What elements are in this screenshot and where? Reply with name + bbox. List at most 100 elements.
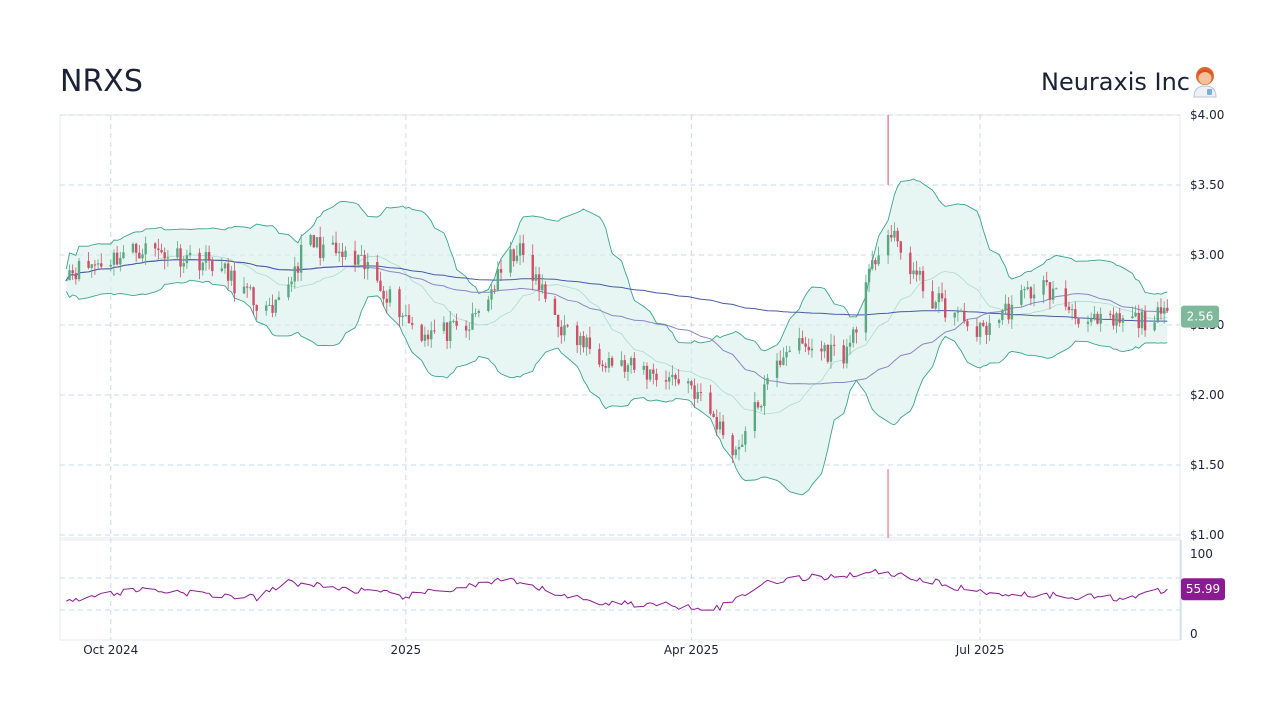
candle: [709, 384, 712, 416]
candle-body: [1004, 303, 1007, 311]
candle: [198, 248, 201, 280]
candle-body: [163, 252, 166, 259]
candle-body: [982, 322, 985, 326]
candle-body: [309, 235, 312, 245]
candle-body: [207, 252, 211, 261]
candle: [93, 259, 97, 275]
candle: [896, 227, 899, 248]
candle-body: [912, 270, 915, 275]
candle-body: [610, 357, 614, 366]
candle-body: [112, 252, 116, 265]
bollinger-upper: [65, 178, 1168, 352]
candle: [1156, 301, 1159, 323]
candle: [315, 236, 319, 249]
candle: [1067, 301, 1071, 314]
candle-body: [265, 305, 268, 311]
ticker-symbol: NRXS: [60, 64, 143, 99]
candle: [579, 332, 582, 355]
candle: [204, 245, 208, 271]
candle-body: [249, 287, 252, 289]
candle-body: [109, 264, 112, 267]
candle-body: [855, 329, 858, 333]
candle-body: [934, 302, 937, 309]
candle: [1070, 303, 1074, 320]
candle-body: [1166, 307, 1169, 311]
candle: [1074, 301, 1077, 325]
scientist-woman-icon: [1193, 67, 1217, 98]
candle-body: [404, 315, 408, 317]
candle-body: [509, 249, 512, 273]
candle: [1096, 311, 1099, 325]
candle: [1143, 305, 1147, 337]
candle-body: [252, 287, 255, 306]
candle-body: [493, 289, 496, 291]
candle-body: [1051, 288, 1055, 300]
candle: [740, 434, 744, 448]
candle: [109, 259, 112, 272]
candle-body: [718, 421, 722, 430]
candle-body: [87, 260, 90, 268]
candle: [449, 311, 452, 349]
candle: [233, 262, 236, 302]
candle-body: [296, 266, 300, 273]
candle-body: [449, 321, 452, 341]
candle: [309, 233, 312, 247]
candle: [721, 414, 725, 439]
candle: [271, 294, 274, 318]
candle: [379, 271, 382, 292]
candle: [77, 258, 81, 282]
candle: [318, 226, 322, 266]
candle: [893, 222, 896, 242]
candle: [331, 235, 335, 245]
candle: [112, 249, 116, 276]
candle-body: [388, 289, 392, 303]
candle: [163, 247, 166, 270]
candle: [1159, 298, 1163, 320]
candle: [1140, 307, 1144, 335]
candle: [782, 347, 785, 366]
candle: [134, 242, 138, 262]
candle-body: [499, 269, 503, 273]
candle-body: [445, 322, 449, 341]
candle: [626, 363, 630, 382]
candle-body: [801, 338, 804, 344]
candle: [1064, 280, 1067, 311]
candle-body: [1143, 311, 1147, 331]
candle: [785, 345, 788, 366]
candle-body: [782, 357, 785, 365]
candle: [966, 319, 969, 332]
candle: [890, 224, 893, 242]
candle-body: [1131, 316, 1134, 319]
candle: [357, 254, 360, 268]
candle-body: [1134, 312, 1137, 317]
candle-body: [975, 326, 979, 337]
candle: [477, 309, 481, 318]
candle-body: [160, 249, 163, 253]
candle: [344, 246, 347, 261]
candle-body: [582, 335, 585, 348]
candle-body: [693, 385, 696, 399]
candle-body: [921, 270, 925, 292]
candle: [226, 258, 230, 290]
candle: [268, 297, 271, 307]
candle-body: [655, 373, 658, 381]
candle: [940, 282, 944, 302]
price-badge-label: 2.56: [1187, 310, 1214, 324]
candle: [455, 313, 458, 330]
candle: [230, 266, 233, 287]
candle-body: [122, 252, 125, 259]
candle: [978, 321, 982, 345]
candle-body: [65, 280, 68, 282]
candle: [1004, 294, 1007, 315]
candle-body: [829, 344, 833, 362]
candle: [141, 248, 144, 263]
candle-body: [233, 270, 236, 294]
candle-body: [579, 335, 582, 346]
candle: [912, 262, 915, 280]
candle-body: [556, 314, 560, 327]
candle-body: [664, 380, 668, 382]
candle-body: [871, 260, 874, 269]
candle: [160, 243, 163, 254]
candle: [810, 338, 814, 358]
candle-body: [398, 289, 401, 318]
